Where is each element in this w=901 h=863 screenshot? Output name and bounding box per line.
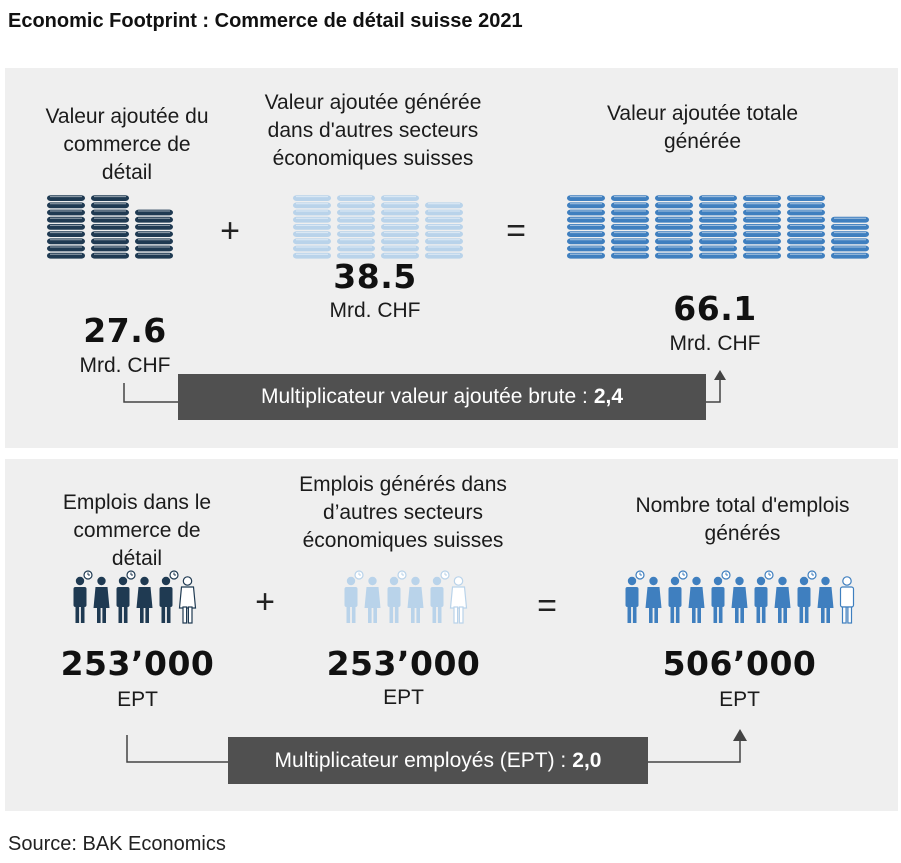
coin-stack-icon xyxy=(567,195,869,259)
source-note: Source: BAK Economics xyxy=(8,833,226,855)
direct-value-added-label: Valeur ajoutée du commerce de détail xyxy=(45,105,209,184)
total-employment-label: Nombre total d'emplois générés xyxy=(635,494,850,545)
total-value-added-label: Valeur ajoutée totale générée xyxy=(606,102,799,153)
equals-sign: = xyxy=(537,587,557,625)
multiplier-value: 2,0 xyxy=(572,748,602,772)
direct-employment-label: Emplois dans le commerce de détail xyxy=(62,491,212,570)
value-added-multiplier-box: Multiplicateur valeur ajoutée brute : 2,… xyxy=(178,374,706,420)
indirect-value-added-unit: Mrd. CHF xyxy=(329,299,421,322)
coin-stack-icon xyxy=(293,195,463,259)
indirect-employment-number: 253’000 xyxy=(326,644,481,683)
worker-figure-icon xyxy=(344,570,468,624)
worker-figure-icon xyxy=(73,570,197,624)
indirect-value-added-number: 38.5 xyxy=(333,257,417,296)
plus-sign: + xyxy=(255,583,275,621)
page-title: Economic Footprint : Commerce de détail … xyxy=(8,10,523,32)
direct-value-added-number: 27.6 xyxy=(83,311,167,350)
worker-figure-icon xyxy=(625,570,855,624)
coin-stack-icon xyxy=(47,195,173,259)
multiplier-label: Multiplicateur employés (EPT) : xyxy=(274,748,567,772)
direct-employment-number: 253’000 xyxy=(60,644,215,683)
indirect-value-added-label: Valeur ajoutée générée dans d'autres sec… xyxy=(264,91,482,170)
multiplier-value: 2,4 xyxy=(593,385,624,408)
total-employment-number: 506’000 xyxy=(662,644,817,683)
plus-sign: + xyxy=(220,212,240,250)
employment-multiplier-box: Multiplicateur employés (EPT) : 2,0 xyxy=(228,737,648,784)
total-employment-unit: EPT xyxy=(719,688,760,711)
indirect-employment-label: Emplois générés dans d’autres secteurs é… xyxy=(299,473,507,552)
total-value-added-unit: Mrd. CHF xyxy=(669,332,761,355)
total-value-added-number: 66.1 xyxy=(673,289,757,328)
direct-employment-unit: EPT xyxy=(117,688,158,711)
equals-sign: = xyxy=(506,212,526,250)
direct-value-added-unit: Mrd. CHF xyxy=(79,354,171,377)
indirect-employment-unit: EPT xyxy=(383,686,424,709)
multiplier-label: Multiplicateur valeur ajoutée brute : xyxy=(260,385,588,408)
